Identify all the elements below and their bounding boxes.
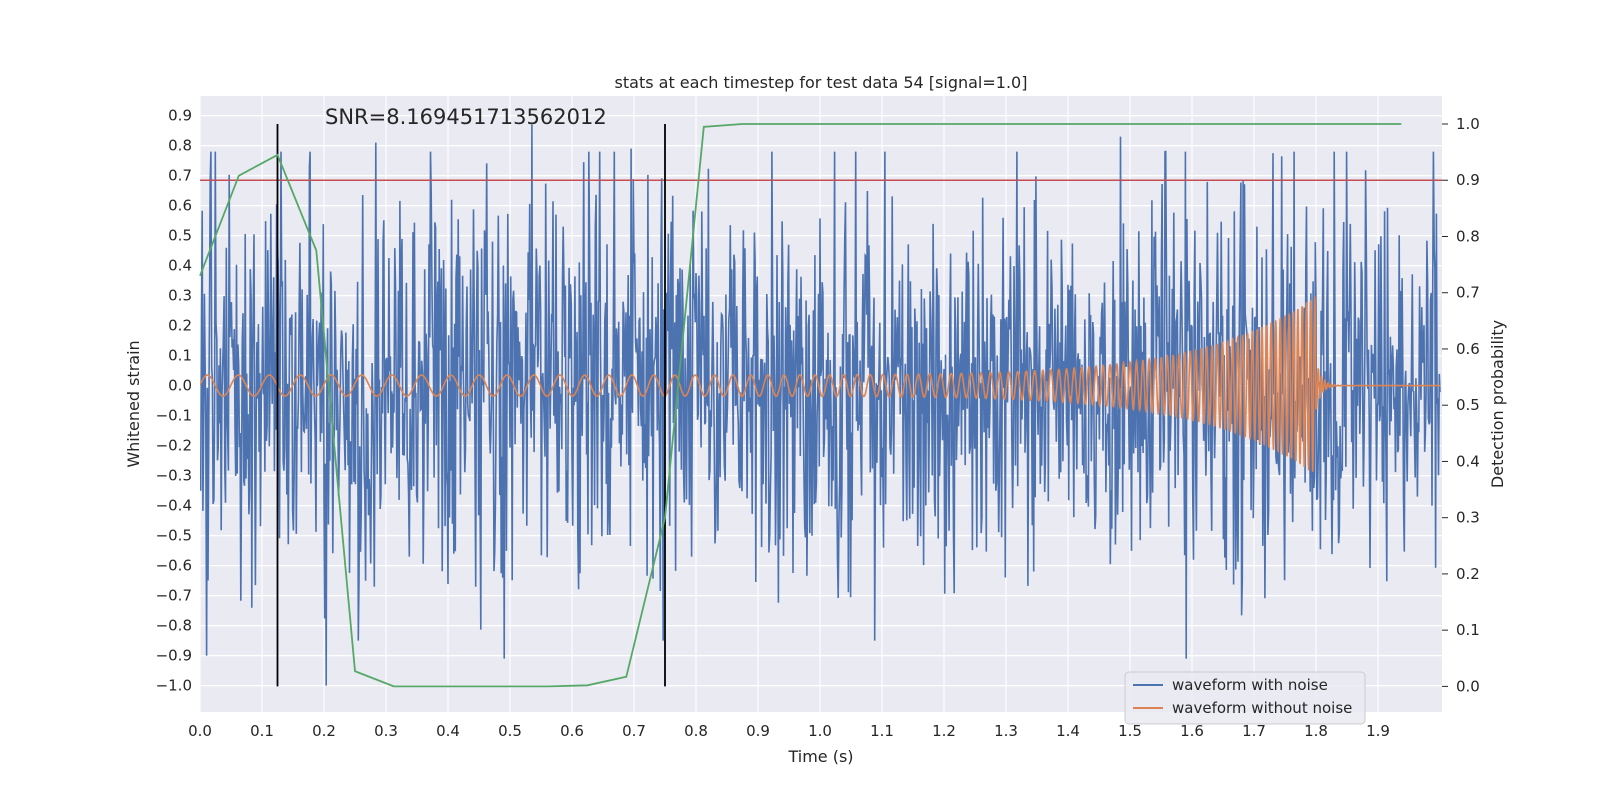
x-tick-label: 1.0: [808, 722, 832, 740]
y-tick-label: 0.0: [168, 377, 192, 395]
x-tick-label: 1.9: [1366, 722, 1390, 740]
y-right-tick-label: 1.0: [1456, 115, 1480, 133]
series-waveform-without-noise: [200, 296, 1440, 472]
x-tick-label: 0.7: [622, 722, 646, 740]
y-tick-label: 0.7: [168, 167, 192, 185]
y-tick-label: 0.1: [168, 347, 192, 365]
y-axis-label: Whitened strain: [124, 340, 143, 467]
y-tick-label: 0.9: [168, 107, 192, 125]
y-tick-label: −0.3: [156, 467, 192, 485]
y-right-tick-label: 0.9: [1456, 171, 1480, 189]
y-tick-label: −0.6: [156, 557, 192, 575]
y-tick-label: −0.2: [156, 437, 192, 455]
x-tick-label: 0.2: [312, 722, 336, 740]
y-right-tick-label: 0.4: [1456, 452, 1480, 470]
x-tick-label: 1.5: [1118, 722, 1142, 740]
snr-annotation: SNR=8.169451713562012: [325, 105, 607, 129]
legend-label-clean: waveform without noise: [1172, 699, 1352, 717]
y-tick-label: 0.8: [168, 137, 192, 155]
clipped-series: [200, 124, 1441, 686]
y-tick-label: 0.4: [168, 257, 192, 275]
y-right-tick-label: 0.0: [1456, 677, 1480, 695]
x-axis-label: Time (s): [787, 747, 853, 766]
y-tick-label: 0.5: [168, 227, 192, 245]
x-tick-label: 0.3: [374, 722, 398, 740]
y-tick-label: 0.6: [168, 197, 192, 215]
y-right-tick-label: 0.2: [1456, 565, 1480, 583]
y-tick-label: −0.5: [156, 527, 192, 545]
y-tick-label: 0.2: [168, 317, 192, 335]
x-tick-label: 0.6: [560, 722, 584, 740]
y-right-tick-label: 0.5: [1456, 396, 1480, 414]
y-right-tick-label: 0.1: [1456, 621, 1480, 639]
x-tick-label: 1.8: [1304, 722, 1328, 740]
x-tick-label: 1.2: [932, 722, 956, 740]
y-tick-label: 0.3: [168, 287, 192, 305]
x-tick-label: 0.1: [250, 722, 274, 740]
x-tick-label: 0.8: [684, 722, 708, 740]
probability-layer: [199, 123, 1402, 688]
y-tick-label: −0.4: [156, 497, 192, 515]
y-right-tick-label: 0.8: [1456, 227, 1480, 245]
series-layer: [200, 124, 1441, 686]
x-tick-label: 1.3: [994, 722, 1018, 740]
x-tick-label: 0.9: [746, 722, 770, 740]
series-detection-probability: [199, 123, 1402, 688]
y-right-tick-label: 0.3: [1456, 509, 1480, 527]
y-tick-label: −0.8: [156, 617, 192, 635]
y-right-tick-label: 0.7: [1456, 284, 1480, 302]
y-axis-ticks: 0.9 0.8 0.7 0.6 0.5 0.4 0.3 0.2 0.1 0.0 −0.1 −0.2 −0…: [156, 107, 192, 695]
y-tick-label: −1.0: [156, 677, 192, 695]
x-tick-label: 1.1: [870, 722, 894, 740]
x-tick-label: 0.0: [188, 722, 212, 740]
x-tick-label: 0.4: [436, 722, 460, 740]
x-tick-label: 1.4: [1056, 722, 1080, 740]
x-tick-label: 1.7: [1242, 722, 1266, 740]
x-tick-label: 0.5: [498, 722, 522, 740]
legend: waveform with noise waveform without noi…: [1124, 671, 1366, 725]
legend-box: [1124, 671, 1366, 725]
y-tick-label: −0.1: [156, 407, 192, 425]
chart-title: stats at each timestep for test data 54 …: [615, 73, 1028, 92]
y-right-axis-label: Detection probability: [1488, 320, 1507, 488]
legend-label-noise: waveform with noise: [1172, 676, 1328, 694]
vline-layer: [276, 124, 666, 687]
series-waveform-with-noise: [200, 124, 1441, 686]
x-tick-label: 1.6: [1180, 722, 1204, 740]
y-right-axis-ticks: 1.0 0.9 0.8 0.7 0.6 0.5 0.4 0.3 0.2 0.1 0.0: [1442, 115, 1480, 695]
y-tick-label: −0.9: [156, 647, 192, 665]
y-tick-label: −0.7: [156, 587, 192, 605]
x-axis-ticks: 0.0 0.1 0.2 0.3 0.4 0.5 0.6 0.7 0.8 0.9 1.0 1.1 1.2 1…: [188, 722, 1390, 740]
y-right-tick-label: 0.6: [1456, 340, 1480, 358]
